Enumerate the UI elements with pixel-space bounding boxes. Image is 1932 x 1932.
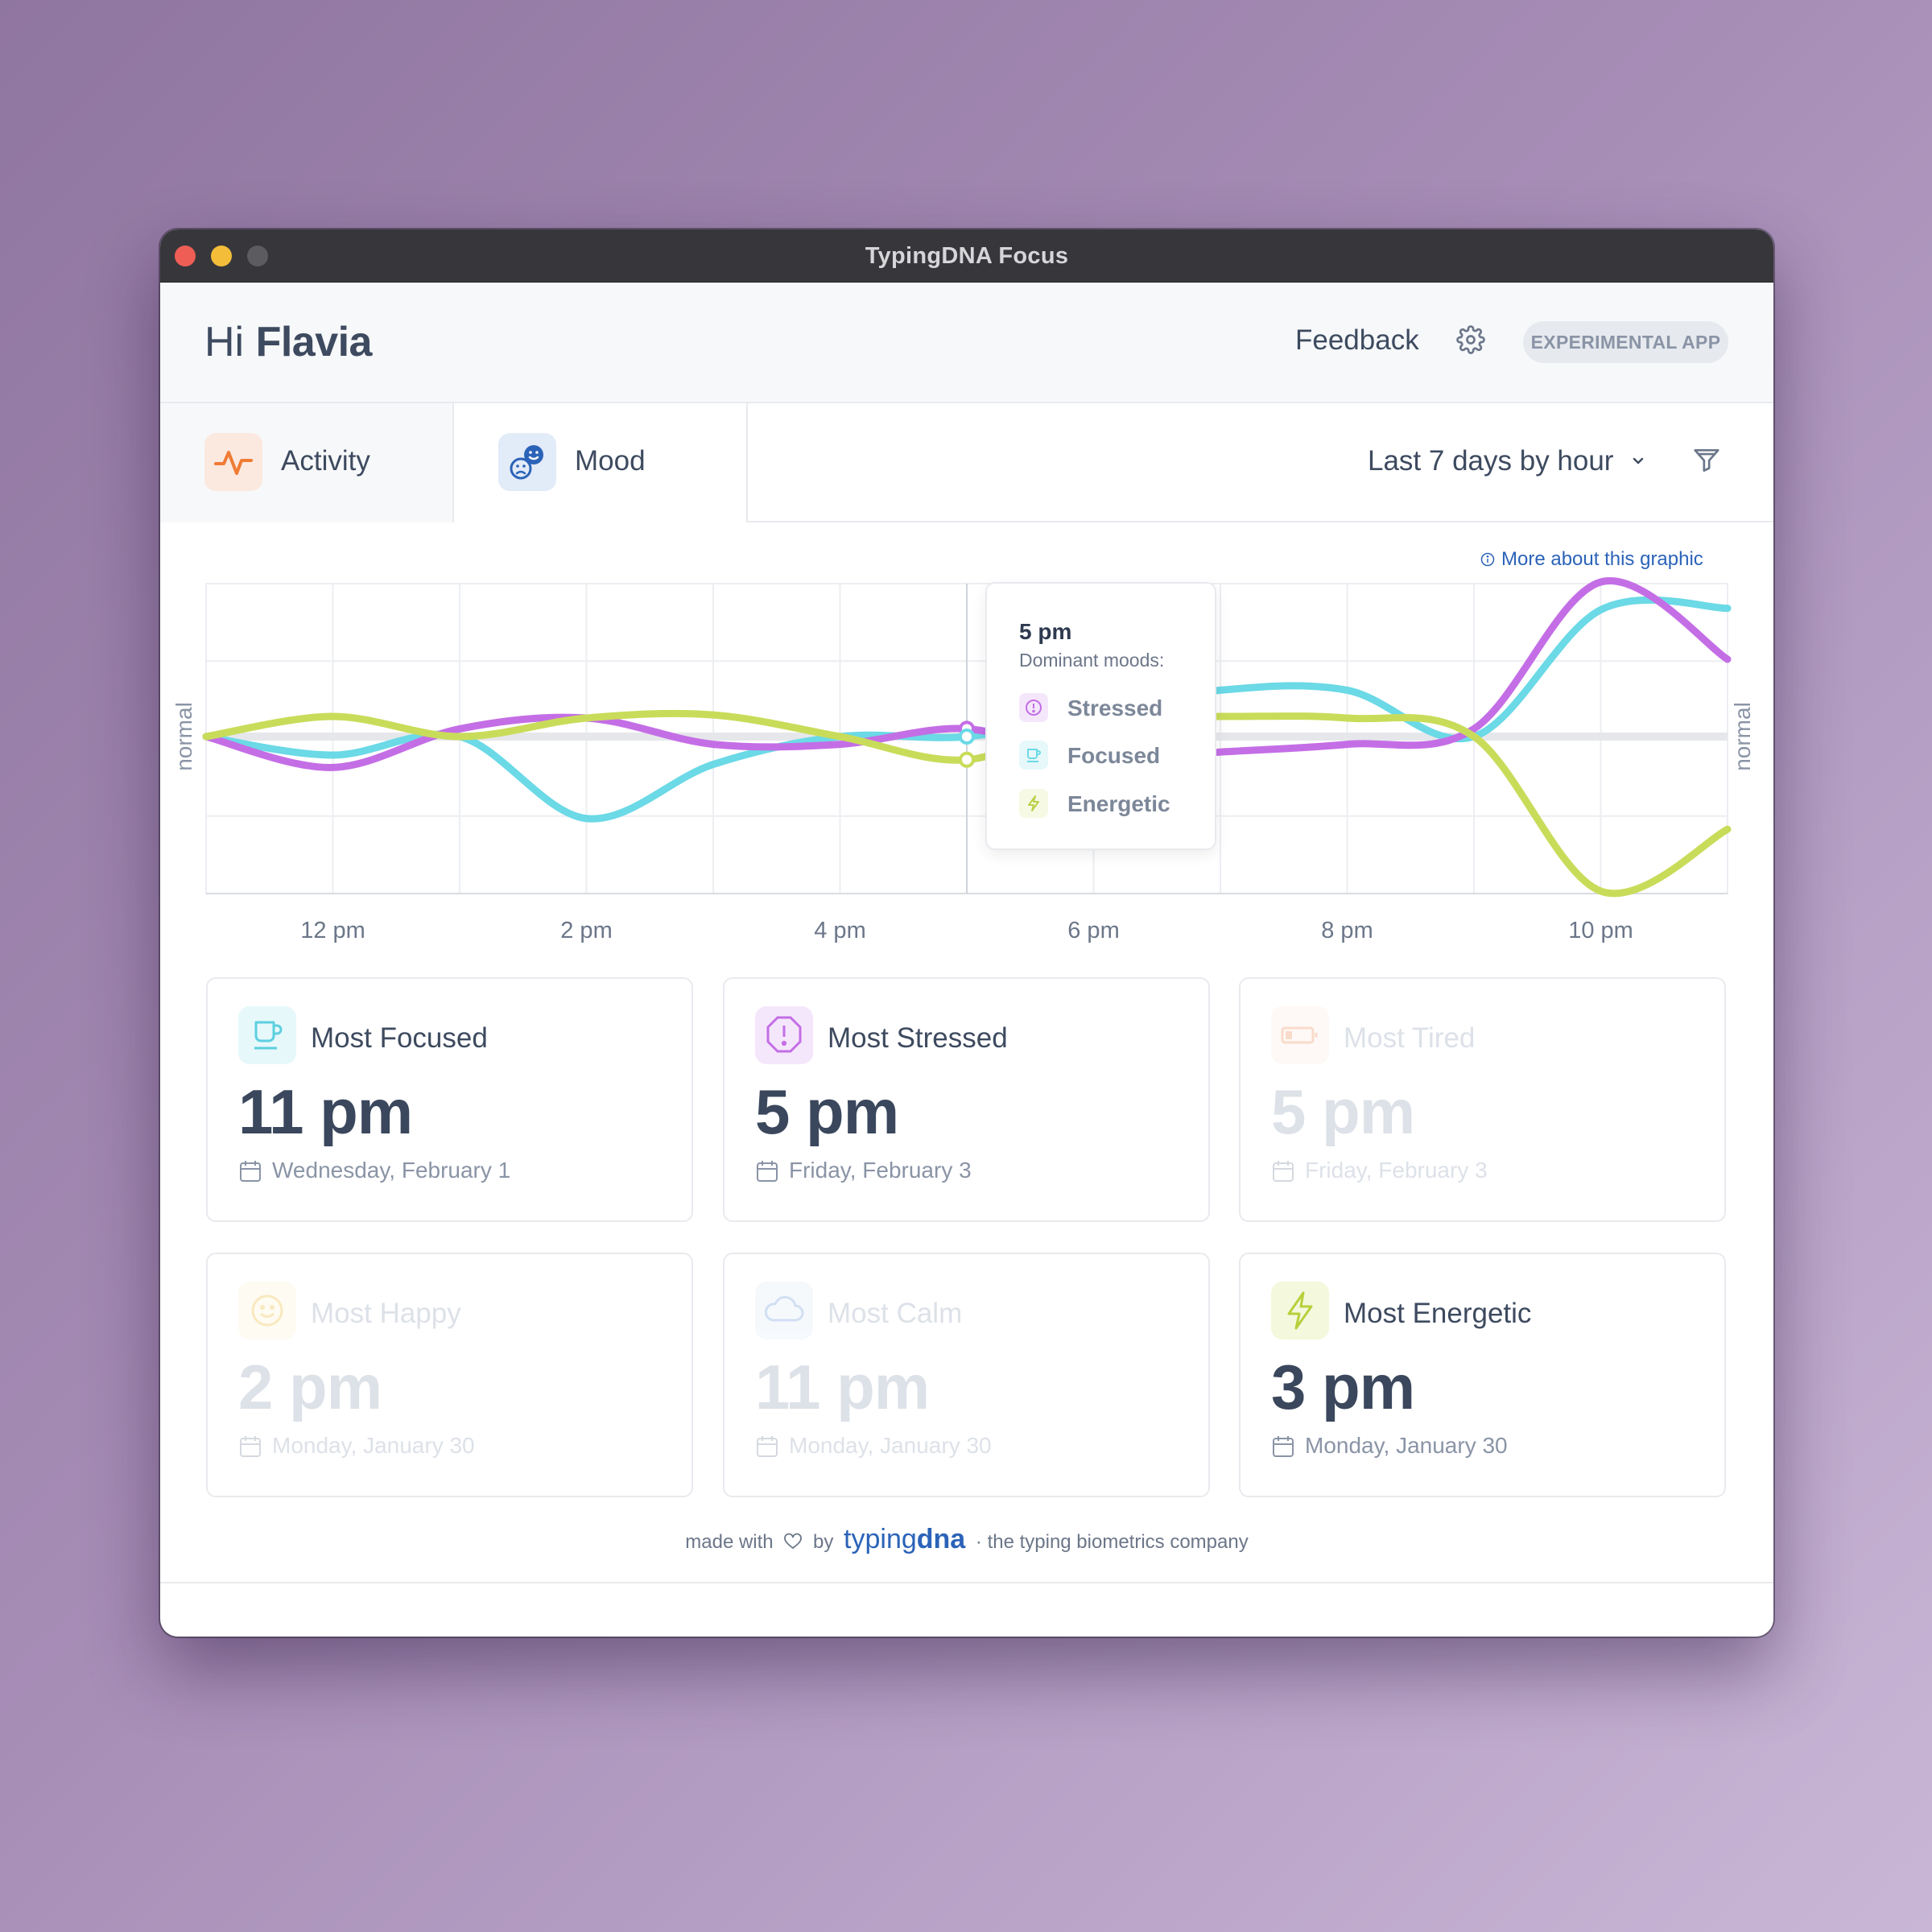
card-date: Friday, February 3 (789, 1158, 972, 1183)
brand-light: typing (844, 1524, 917, 1554)
alert-icon (755, 1006, 813, 1064)
y-axis-label-right: normal (1730, 702, 1755, 771)
card-most-stressed[interactable]: Most Stressed 5 pm Friday, February 3 (723, 977, 1210, 1222)
card-time: 3 pm (1271, 1352, 1415, 1422)
cup-icon (238, 1006, 296, 1064)
card-date: Wednesday, February 1 (272, 1158, 511, 1183)
card-date: Friday, February 3 (1305, 1158, 1488, 1183)
footer: made with by typingdna · the typing biom… (160, 1524, 1773, 1555)
tooltip-item-label: Energetic (1067, 791, 1170, 816)
zoom-window-button[interactable] (247, 246, 268, 266)
calendar-icon (238, 1159, 262, 1183)
window-title: TypingDNA Focus (865, 243, 1069, 269)
user-name: Flavia (255, 319, 373, 365)
hover-point-energetic (959, 751, 975, 768)
card-title: Most Energetic (1344, 1298, 1532, 1329)
footer-by: by (813, 1531, 834, 1553)
mood-icon (498, 433, 556, 491)
card-time: 11 pm (238, 1076, 413, 1147)
calendar-icon (1271, 1159, 1295, 1183)
brand-bold: dna (916, 1524, 966, 1554)
tooltip-subtitle: Dominant moods: (1019, 650, 1165, 671)
bottom-divider (160, 1582, 1773, 1583)
card-most-focused[interactable]: Most Focused 11 pm Wednesday, February 1 (206, 977, 693, 1222)
activity-icon (204, 433, 262, 491)
card-title: Most Focused (311, 1022, 488, 1054)
more-about-label: More about this graphic (1501, 548, 1703, 570)
tab-mood-label: Mood (575, 445, 646, 477)
experimental-badge: EXPERIMENTAL APP (1523, 321, 1728, 363)
lightning-icon (1271, 1282, 1329, 1340)
footer-tagline: the typing biometrics company (987, 1531, 1249, 1553)
range-dropdown[interactable]: Last 7 days by hour (1368, 445, 1614, 477)
chevron-down-icon[interactable] (1630, 453, 1646, 469)
card-time: 5 pm (1271, 1076, 1415, 1147)
heart-icon (783, 1533, 803, 1550)
card-most-happy[interactable]: Most Happy 2 pm Monday, January 30 (206, 1253, 693, 1497)
card-title: Most Tired (1344, 1022, 1476, 1054)
calendar-icon (755, 1435, 779, 1459)
close-window-button[interactable] (175, 246, 196, 266)
tab-mood[interactable]: Mood (454, 403, 748, 522)
x-tick-label: 4 pm (814, 918, 865, 943)
card-time: 11 pm (755, 1352, 930, 1422)
tooltip-time: 5 pm (1019, 619, 1072, 644)
y-axis-label-left: normal (171, 702, 196, 771)
card-most-tired[interactable]: Most Tired 5 pm Friday, February 3 (1239, 977, 1726, 1222)
typingdna-logo[interactable]: typingdna (844, 1524, 965, 1554)
tab-activity-label: Activity (281, 445, 370, 477)
title-bar: TypingDNA Focus (160, 229, 1773, 283)
tab-activity[interactable]: Activity (160, 403, 454, 522)
minimize-window-button[interactable] (211, 246, 232, 266)
cloud-icon (755, 1282, 813, 1340)
app-window: TypingDNA Focus Hi Flavia Feedback EXPER… (160, 229, 1773, 1637)
x-tick-label: 8 pm (1321, 918, 1373, 943)
greeting-text: Hi (204, 319, 245, 365)
x-tick-label: 6 pm (1067, 918, 1119, 943)
footer-made-with: made with (685, 1531, 774, 1553)
calendar-icon (1271, 1435, 1295, 1459)
feedback-link[interactable]: Feedback (1295, 324, 1419, 356)
x-tick-label: 12 pm (300, 918, 365, 943)
tooltip-item-label: Stressed (1067, 696, 1163, 720)
calendar-icon (755, 1159, 779, 1183)
tab-bar: Activity Mood Last 7 days by hour (160, 403, 1773, 522)
card-title: Most Stressed (828, 1022, 1008, 1054)
chart-tooltip: 5 pm Dominant moods: Stressed Focused En… (985, 582, 1216, 850)
x-tick-label: 2 pm (560, 918, 612, 943)
footer-separator: · (975, 1531, 982, 1553)
mood-chart: 12 pm 2 pm 4 pm 6 pm 8 pm 10 pm normal normal (171, 577, 1755, 943)
lightning-icon (1019, 789, 1048, 818)
card-most-energetic[interactable]: Most Energetic 3 pm Monday, January 30 (1239, 1253, 1726, 1497)
battery-icon (1271, 1006, 1329, 1064)
alert-icon (1019, 693, 1048, 722)
card-title: Most Happy (311, 1298, 461, 1329)
card-date: Monday, January 30 (1305, 1433, 1508, 1458)
smile-icon (238, 1282, 296, 1340)
calendar-icon (238, 1435, 262, 1459)
settings-gear-icon[interactable] (1456, 325, 1485, 354)
card-date: Monday, January 30 (789, 1433, 992, 1458)
hover-point-focused (959, 729, 975, 745)
card-most-calm[interactable]: Most Calm 11 pm Monday, January 30 (723, 1253, 1210, 1497)
info-icon (1480, 552, 1495, 567)
greeting: Hi Flavia (204, 318, 372, 366)
x-tick-label: 10 pm (1568, 918, 1633, 943)
card-time: 5 pm (755, 1076, 899, 1147)
card-title: Most Calm (828, 1298, 963, 1329)
card-time: 2 pm (238, 1352, 382, 1422)
header: Hi Flavia Feedback EXPERIMENTAL APP (160, 283, 1773, 403)
cup-icon (1019, 741, 1048, 770)
more-about-graphic-link[interactable]: More about this graphic (1480, 548, 1703, 571)
card-date: Monday, January 30 (272, 1433, 475, 1458)
filter-icon[interactable] (1691, 445, 1722, 476)
tooltip-item-label: Focused (1067, 743, 1161, 768)
